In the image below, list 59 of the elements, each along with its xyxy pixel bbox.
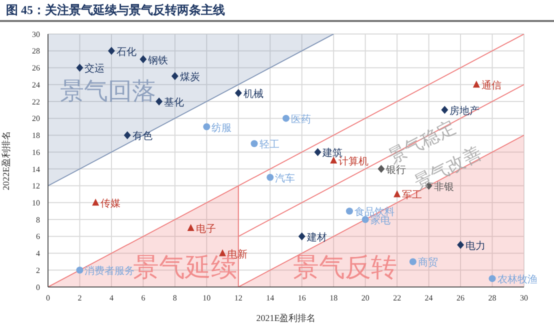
x-axis-title: 2021E盈利排名 [256, 313, 316, 323]
y-tick-label: 12 [32, 182, 40, 191]
chart-title: 图 45：关注景气延续与景气反转两条主线 [0, 0, 554, 22]
annotation: 景气反转 [293, 253, 397, 282]
y-tick-label: 4 [36, 249, 40, 258]
annotation: 电子 [196, 222, 216, 235]
x-tick-label: 28 [488, 294, 496, 303]
annotation: 交运 [84, 62, 105, 75]
annotation: 建材 [306, 231, 327, 244]
annotation: 通信 [481, 80, 502, 92]
x-tick-label: 18 [330, 294, 338, 303]
annotation: 非银 [434, 180, 454, 193]
y-tick-label: 2 [36, 266, 40, 275]
y-tick-label: 28 [32, 46, 40, 56]
x-tick-label: 4 [109, 294, 114, 303]
y-tick-label: 26 [32, 64, 40, 73]
annotation: 煤炭 [180, 71, 200, 84]
annotation: 传媒 [100, 198, 121, 210]
y-axis-title: 2022E盈利排名 [1, 130, 12, 190]
annotation: 石化 [116, 46, 136, 58]
x-tick-label: 14 [266, 294, 274, 303]
annotation: 消费者服务 [84, 265, 135, 278]
x-tick-label: 22 [393, 294, 402, 303]
y-tick-label: 8 [36, 215, 40, 224]
y-tick-label: 18 [32, 131, 40, 140]
annotation: 景气回落 [60, 79, 156, 105]
x-tick-label: 30 [520, 294, 528, 303]
annotation: 银行 [385, 164, 406, 176]
x-tick-label: 12 [234, 294, 242, 303]
annotation: 电力 [466, 240, 486, 252]
y-tick-label: 0 [36, 282, 40, 292]
x-tick-label: 16 [298, 294, 306, 303]
y-tick-label: 24 [32, 80, 40, 90]
x-tick-label: 2 [78, 294, 82, 303]
x-tick-label: 8 [172, 294, 177, 303]
annotation: 有色 [132, 130, 152, 142]
y-tick-label: 6 [36, 232, 40, 242]
annotation: 基化 [164, 96, 184, 108]
y-tick-label: 14 [32, 164, 40, 174]
x-tick-label: 24 [424, 294, 433, 303]
annotation: 汽车 [275, 172, 296, 184]
x-tick-label: 10 [202, 294, 211, 303]
annotation: 纺服 [212, 122, 232, 134]
annotation: 钢铁 [147, 54, 168, 66]
annotation: 农林牧渔 [497, 274, 538, 286]
y-tick-label: 16 [32, 148, 40, 157]
annotation: 轻工 [259, 138, 280, 151]
y-tick-label: 20 [32, 114, 40, 124]
annotation: 医药 [291, 113, 311, 126]
annotation: 机械 [243, 88, 264, 100]
x-tick-label: 0 [46, 294, 50, 303]
annotation: 家电 [370, 214, 390, 227]
y-tick-label: 22 [32, 97, 40, 106]
x-tick-label: 20 [361, 294, 370, 303]
y-tick-label: 10 [32, 198, 40, 208]
x-tick-label: 6 [141, 294, 146, 303]
x-tick-label: 26 [456, 294, 465, 303]
y-tick-label: 30 [32, 30, 40, 39]
annotation: 商贸 [418, 256, 438, 269]
